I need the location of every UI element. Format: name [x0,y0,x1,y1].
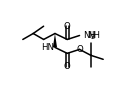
Text: O: O [76,45,83,54]
Polygon shape [53,33,57,47]
Text: 2: 2 [90,34,95,41]
Text: O: O [64,62,71,71]
Text: NH: NH [87,31,100,40]
Text: HN: HN [41,43,55,52]
Text: O: O [64,22,71,31]
Text: NH: NH [83,31,96,40]
